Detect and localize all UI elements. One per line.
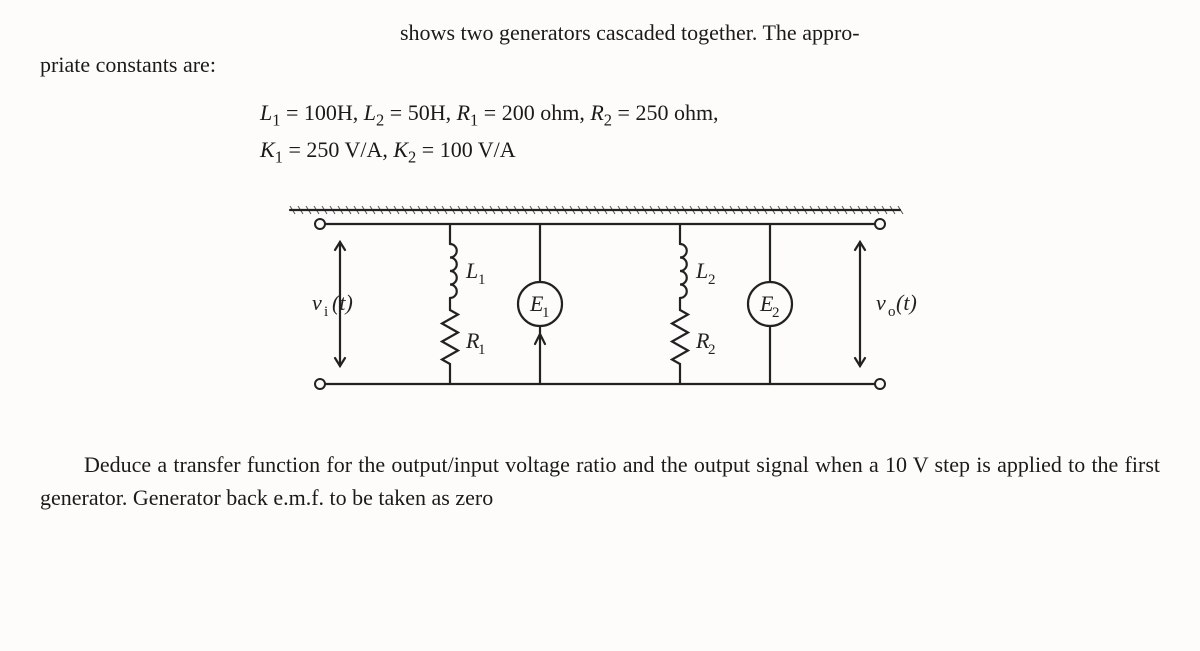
svg-text:1: 1 (478, 272, 486, 288)
question-paragraph: Deduce a transfer function for the outpu… (40, 448, 1160, 514)
svg-text:2: 2 (708, 272, 716, 288)
circuit-figure: vi(t)L1R1E1L2R2E2vo(t) (40, 194, 1160, 420)
svg-text:o: o (888, 304, 896, 320)
svg-text:1: 1 (478, 342, 486, 358)
svg-text:(t): (t) (896, 290, 917, 315)
intro-line-1: shows two generators cascaded together. … (40, 20, 1160, 46)
svg-text:v: v (876, 290, 886, 315)
svg-text:1: 1 (542, 305, 550, 321)
constants-block: L1 = 100H, L2 = 50H, R1 = 200 ohm, R2 = … (40, 96, 1160, 170)
svg-text:L: L (695, 258, 708, 283)
svg-text:(t): (t) (332, 290, 353, 315)
svg-text:L: L (465, 258, 478, 283)
svg-text:2: 2 (708, 342, 716, 358)
svg-text:v: v (312, 290, 322, 315)
intro-line-2: priate constants are: (40, 52, 1160, 78)
svg-text:2: 2 (772, 305, 780, 321)
svg-text:i: i (324, 304, 328, 320)
circuit-svg: vi(t)L1R1E1L2R2E2vo(t) (260, 194, 940, 414)
